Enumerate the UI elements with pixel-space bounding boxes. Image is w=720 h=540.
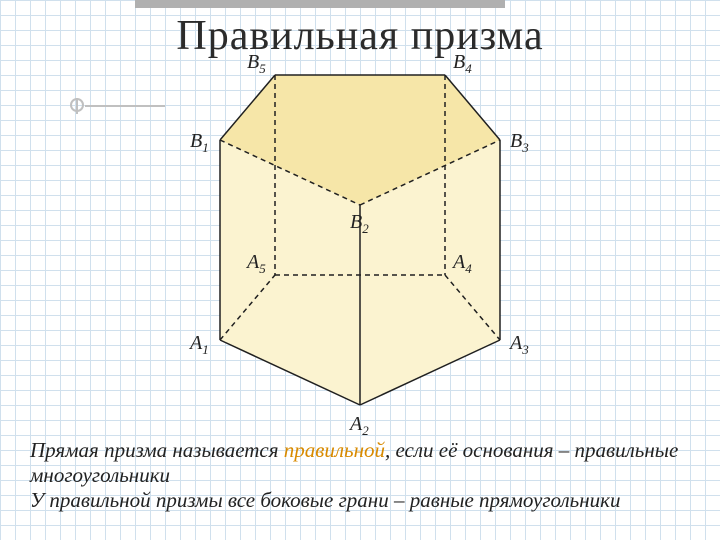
page-title: Правильная призма — [0, 12, 720, 60]
header-accent-bar — [135, 0, 505, 8]
vertex-label-b5: B5 — [247, 51, 266, 77]
vertex-label-b1: B1 — [190, 130, 209, 156]
vertex-label-a5: A5 — [247, 251, 266, 277]
prism-svg — [180, 65, 540, 435]
prism-diagram — [180, 65, 540, 435]
vertex-label-b2: B2 — [350, 211, 369, 237]
decor-line-vertical — [76, 98, 78, 114]
decor-line-horizontal — [85, 105, 165, 107]
vertex-label-a3: A3 — [510, 332, 529, 358]
vertex-label-a2: A2 — [350, 413, 369, 439]
caption-text: Прямая призма называется правильной, есл… — [30, 438, 690, 514]
vertex-label-b3: B3 — [510, 130, 529, 156]
caption-highlight: правильной — [284, 438, 385, 462]
vertex-label-a4: A4 — [453, 251, 472, 277]
vertex-label-b4: B4 — [453, 51, 472, 77]
caption-part-3: У правильной призмы все боковые грани – … — [30, 488, 620, 512]
vertex-label-a1: A1 — [190, 332, 209, 358]
caption-part-1: Прямая призма называется — [30, 438, 284, 462]
